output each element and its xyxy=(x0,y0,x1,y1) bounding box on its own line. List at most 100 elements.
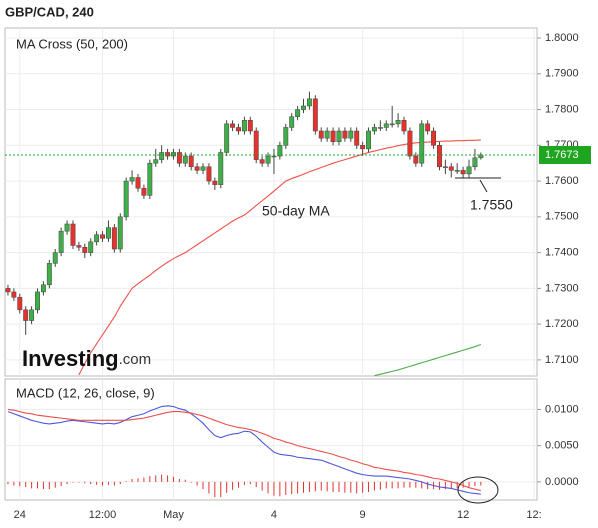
plot-layer: 1.71001.72001.73001.74001.75001.76001.77… xyxy=(5,28,591,521)
candle-body xyxy=(277,145,283,157)
candle-body xyxy=(52,252,58,264)
logo: Investing.com xyxy=(22,346,151,371)
candle-body xyxy=(389,123,395,126)
annotation: 1.7550 xyxy=(470,197,513,213)
candle-body xyxy=(425,123,431,132)
candle-body xyxy=(259,159,265,164)
candle-body xyxy=(354,130,360,146)
candle-body xyxy=(100,234,105,239)
main-panel xyxy=(4,27,538,377)
candle-body xyxy=(342,130,348,139)
y-tick-label: 1.7900 xyxy=(545,68,579,80)
candle-body xyxy=(472,157,478,168)
candle-body xyxy=(117,216,123,250)
candle-body xyxy=(431,130,437,146)
candle-body xyxy=(182,155,188,164)
candle-body xyxy=(105,227,111,239)
candle-body xyxy=(401,120,407,132)
series-line xyxy=(78,139,481,376)
candle-body xyxy=(265,155,271,164)
candle-body xyxy=(5,288,11,293)
candle-body xyxy=(454,170,460,172)
candle-body xyxy=(94,234,100,243)
candle-body xyxy=(395,120,401,125)
y-tick-label: 1.7600 xyxy=(545,175,579,187)
y-tick-label: 1.7100 xyxy=(545,354,579,366)
candle-body xyxy=(371,127,377,132)
candle-body xyxy=(306,98,312,107)
candle-body xyxy=(253,130,259,160)
candle-body xyxy=(194,166,200,171)
candle-body xyxy=(17,297,23,311)
candle-body xyxy=(283,127,289,146)
candle-body xyxy=(289,116,295,128)
y-tick-label: 1.8000 xyxy=(545,32,579,44)
y-tick-label: 1.7800 xyxy=(545,103,579,115)
candle-body xyxy=(23,309,29,321)
x-tick-label: 12: xyxy=(526,509,541,521)
candle-body xyxy=(312,98,318,132)
candle-body xyxy=(377,127,383,129)
macd-panel xyxy=(4,378,538,501)
candle-body xyxy=(29,309,35,321)
y-tick-label: 0.0100 xyxy=(545,403,579,415)
x-tick-label: May xyxy=(163,509,184,521)
logo-brand: Investing xyxy=(22,346,119,371)
x-tick-label: 24 xyxy=(14,509,26,521)
x-tick-label: 12 xyxy=(457,509,469,521)
candle-body xyxy=(88,241,94,253)
candle-body xyxy=(64,223,70,232)
candle-body xyxy=(383,123,389,128)
y-tick-label: 1.7400 xyxy=(545,247,579,259)
candle-body xyxy=(218,152,224,185)
x-tick-label: 12:00 xyxy=(89,509,117,521)
candle-body xyxy=(466,166,472,175)
candle-body xyxy=(236,127,241,132)
annotation: 50-day MA xyxy=(262,203,330,219)
candle-body xyxy=(419,123,425,164)
candle-body xyxy=(295,109,301,117)
candle-body xyxy=(206,166,212,182)
candle-body xyxy=(111,227,117,250)
candle-body xyxy=(413,155,419,164)
series-line xyxy=(7,405,481,495)
candle-body xyxy=(176,152,182,164)
last-price-box xyxy=(539,145,591,164)
annotation-pointer xyxy=(479,179,488,193)
indicator-label: MA Cross (50, 200) xyxy=(16,36,128,51)
candle-body xyxy=(448,166,454,171)
candle-body xyxy=(437,145,442,168)
candle-body xyxy=(46,263,52,286)
y-tick-label: 0.0050 xyxy=(545,440,579,452)
candle-body xyxy=(129,177,135,182)
candle-body xyxy=(188,155,194,168)
candle-body xyxy=(336,130,342,142)
candle-body xyxy=(360,145,366,150)
macd-label: MACD (12, 26, close, 9) xyxy=(16,385,155,400)
y-tick-label: 1.7500 xyxy=(545,211,579,223)
candle-body xyxy=(442,166,448,169)
candle-body xyxy=(460,170,466,175)
y-tick-label: 1.7200 xyxy=(545,318,579,330)
candle-body xyxy=(141,187,147,196)
candle-body xyxy=(82,246,88,253)
candle-body xyxy=(212,180,218,185)
candle-body xyxy=(58,230,64,253)
candle-body xyxy=(318,130,324,139)
y-tick-label: 1.7300 xyxy=(545,282,579,294)
candle-body xyxy=(40,284,46,293)
candle-body xyxy=(330,130,336,142)
candle-body xyxy=(348,130,354,139)
chart-title: GBP/CAD, 240 xyxy=(5,4,94,19)
candle-body xyxy=(11,291,17,298)
candle-body xyxy=(153,159,159,164)
candle-body xyxy=(70,223,76,246)
candle-body xyxy=(35,291,40,311)
logo-suffix: .com xyxy=(119,351,152,368)
y-tick-label: 0.0000 xyxy=(545,476,579,488)
candle-body xyxy=(200,166,206,171)
candle-body xyxy=(123,180,129,218)
candle-body xyxy=(366,130,371,150)
last-price-label: 1.7673 xyxy=(545,149,579,161)
